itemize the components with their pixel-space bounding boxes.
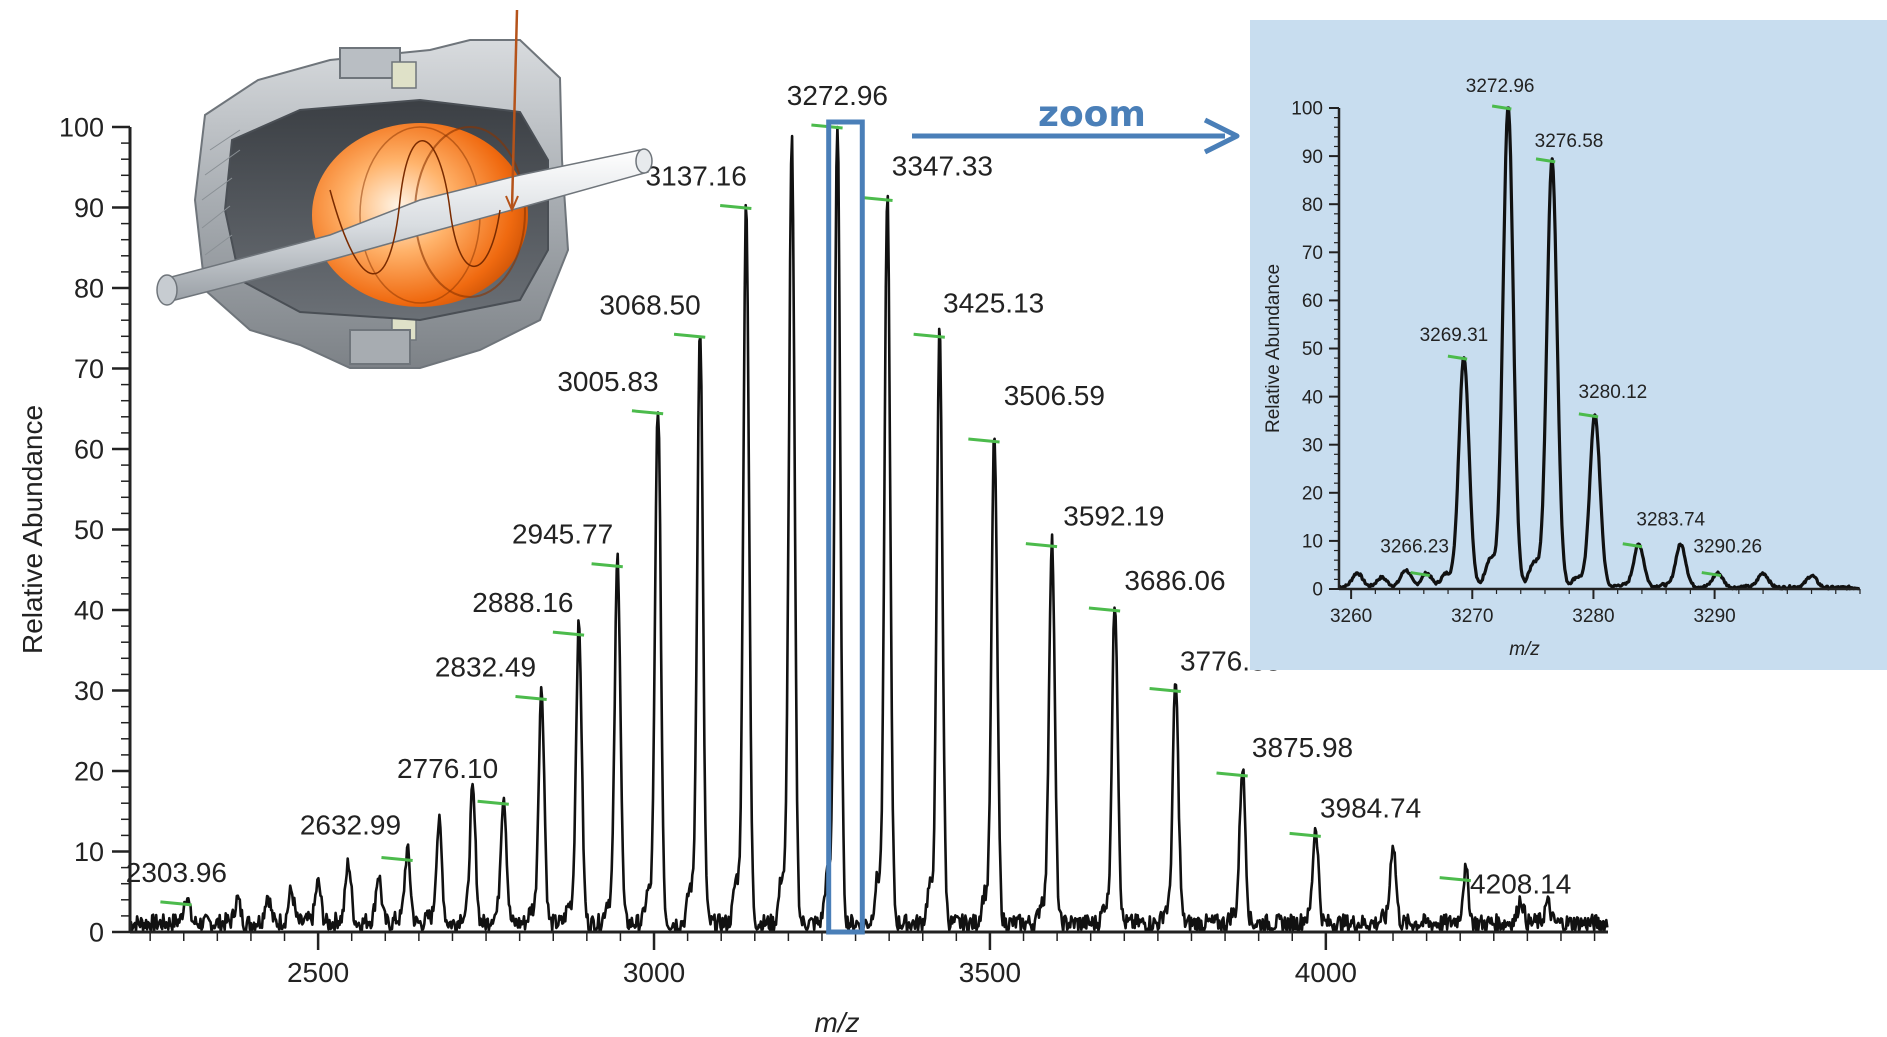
y-tick-label: 80 <box>74 273 104 303</box>
zoom-inset-panel: 0 10 20 30 40 50 60 70 80 90 100 3260 3270 3280 3290 m/… <box>1250 20 1887 670</box>
peak-label-tick <box>160 900 192 907</box>
peak-label: 2303.96 <box>126 857 227 888</box>
peak-label: 3875.98 <box>1252 732 1353 763</box>
peak-label-tick <box>1491 104 1512 111</box>
y-tick-label: 0 <box>89 917 104 947</box>
x-tick-label: 3280 <box>1572 606 1614 627</box>
peak-label: 3005.83 <box>557 366 658 397</box>
peak-label: 2776.10 <box>397 753 498 784</box>
inset-peak-labels: 3266.23 3269.31 3272.96 3276.58 3280.12 3283.… <box>1380 76 1762 578</box>
peak-label-tick <box>1410 571 1431 578</box>
peak-label-tick <box>591 562 623 569</box>
y-tick-label: 100 <box>1291 99 1323 120</box>
peak-label-tick <box>552 630 585 637</box>
y-axis-title: Relative Abundance <box>1263 264 1284 433</box>
peak-label: 2632.99 <box>300 810 401 841</box>
main-trace-layer <box>129 125 1609 934</box>
peak-label: 3425.13 <box>943 287 1044 318</box>
peak-label-tick <box>673 332 706 339</box>
peak-label: 4208.14 <box>1470 869 1571 900</box>
y-tick-label: 30 <box>74 676 104 706</box>
peak-label: 3347.33 <box>892 150 993 181</box>
y-tick-label: 0 <box>1312 580 1323 601</box>
inset-axes: 0 10 20 30 40 50 60 70 80 90 100 3260 3270 3280 3290 m/… <box>1263 99 1861 660</box>
peak-label: 3592.19 <box>1063 501 1164 532</box>
peak-label: 3686.06 <box>1124 565 1225 596</box>
peak-label: 2888.16 <box>472 587 573 618</box>
y-tick-label: 80 <box>1302 195 1323 216</box>
zoom-inset-chart: 0 10 20 30 40 50 60 70 80 90 100 3260 3270 3280 3290 m/… <box>1263 76 1861 660</box>
y-tick-label: 20 <box>1302 483 1323 504</box>
peak-label: 3506.59 <box>1004 380 1105 411</box>
x-axis-title: m/z <box>814 1007 859 1037</box>
zoom-arrow <box>912 117 1240 155</box>
peak-label-tick <box>1578 412 1599 419</box>
peak-label-tick <box>515 695 547 702</box>
zoom-label: zoom <box>1038 94 1146 135</box>
peak-label-tick <box>1439 876 1472 883</box>
peak-label: 3137.16 <box>646 161 747 192</box>
y-tick-label: 90 <box>1302 147 1323 168</box>
peak-label-tick <box>381 856 413 863</box>
peak-label-tick <box>1447 354 1468 361</box>
y-tick-label: 40 <box>1302 387 1323 408</box>
peak-label-tick <box>1535 157 1556 164</box>
y-axis-title: Relative Abundance <box>17 405 48 654</box>
peak-label: 2945.77 <box>512 519 613 550</box>
inset-spectrum-trace <box>1338 106 1861 591</box>
peak-label-tick <box>968 437 1000 444</box>
peak-label-tick <box>1216 771 1248 778</box>
x-tick-label: 3290 <box>1693 606 1735 627</box>
peak-label-tick <box>1622 542 1643 549</box>
peak-label-tick <box>1701 571 1722 578</box>
peak-label: 3290.26 <box>1693 537 1762 558</box>
peak-label: 3272.96 <box>1466 76 1535 97</box>
peak-label: 3280.12 <box>1579 382 1648 403</box>
y-tick-label: 70 <box>74 354 104 384</box>
peak-label-tick <box>631 409 664 416</box>
zoom-highlight-box <box>826 119 865 935</box>
y-tick-label: 60 <box>74 434 104 464</box>
peak-label-tick <box>720 204 752 210</box>
x-tick-label: 3270 <box>1451 606 1493 627</box>
y-tick-label: 90 <box>74 193 104 223</box>
x-tick-label: 3500 <box>959 957 1021 988</box>
y-tick-label: 50 <box>74 515 104 545</box>
x-tick-label: 4000 <box>1295 957 1357 988</box>
peak-label-tick <box>1289 831 1321 838</box>
main-spectrum-trace <box>129 125 1609 934</box>
peak-label: 3283.74 <box>1636 510 1705 531</box>
peak-label-tick <box>861 195 893 202</box>
peak-label: 3269.31 <box>1420 325 1489 346</box>
peak-label-tick <box>1149 687 1181 693</box>
x-tick-label: 3260 <box>1330 606 1372 627</box>
x-axis-title: m/z <box>1509 639 1540 660</box>
y-tick-label: 40 <box>74 595 104 625</box>
peak-label-tick <box>913 332 945 339</box>
y-tick-label: 50 <box>1302 339 1323 360</box>
peak-label-tick <box>1025 542 1058 549</box>
y-tick-label: 30 <box>1302 435 1323 456</box>
orbitrap-analyzer-cutaway-icon <box>156 9 653 369</box>
x-tick-label: 3000 <box>623 957 685 988</box>
x-tick-label: 2500 <box>287 957 349 988</box>
peak-label-tick <box>1088 606 1121 613</box>
inset-trace-layer <box>1338 106 1861 591</box>
peak-label: 3266.23 <box>1380 537 1449 558</box>
y-tick-label: 70 <box>1302 243 1323 264</box>
peak-label-tick <box>477 799 509 806</box>
y-tick-label: 10 <box>74 837 104 867</box>
peak-label: 3276.58 <box>1535 131 1604 152</box>
peak-label: 3068.50 <box>599 289 700 320</box>
y-tick-label: 100 <box>59 112 104 142</box>
peak-label: 2832.49 <box>435 652 536 683</box>
peak-label: 3984.74 <box>1320 792 1421 823</box>
y-tick-label: 60 <box>1302 291 1323 312</box>
peak-label: 3272.96 <box>787 80 888 111</box>
y-tick-label: 20 <box>74 756 104 786</box>
y-tick-label: 10 <box>1302 532 1323 553</box>
